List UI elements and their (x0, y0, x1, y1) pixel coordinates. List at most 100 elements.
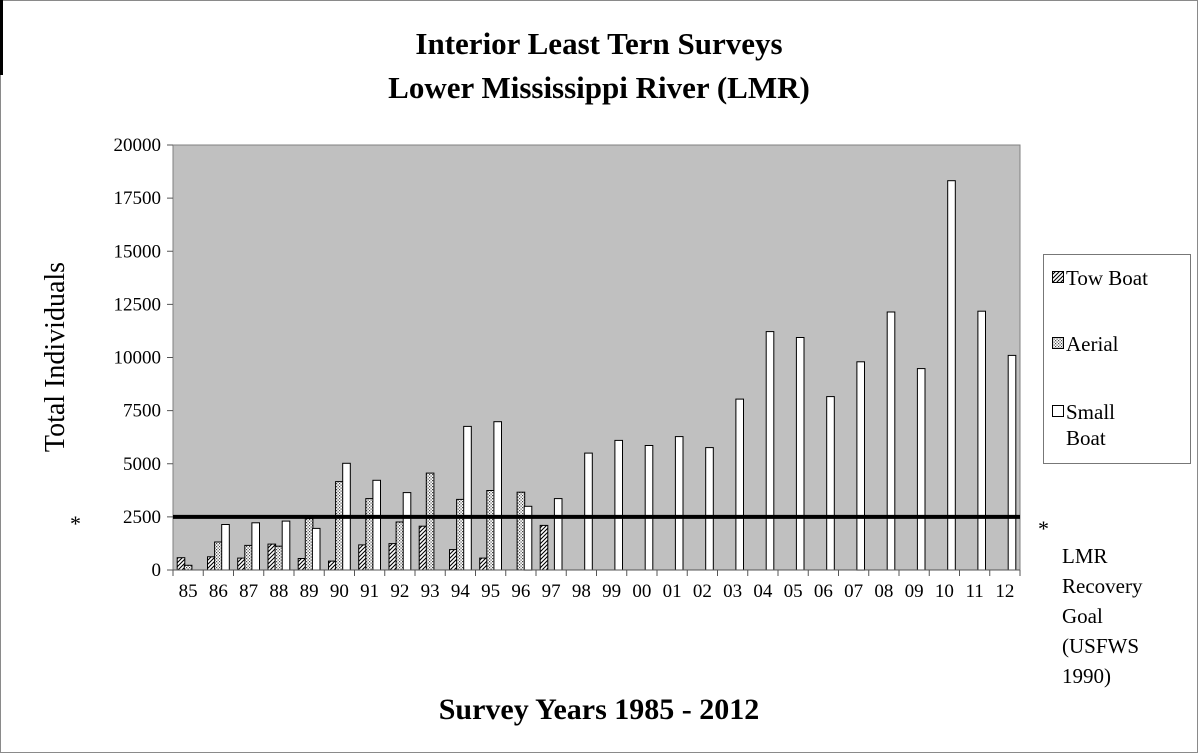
x-tick-label: 92 (390, 581, 409, 602)
x-tick-label: 03 (723, 581, 742, 602)
y-tick-label: 20000 (114, 135, 162, 156)
bar-tow-boat-91 (358, 544, 367, 571)
bar-small-boat-88 (281, 520, 291, 571)
x-tick-label: 06 (814, 581, 833, 602)
y-tick-label: 12500 (114, 294, 162, 315)
x-tick-label: 05 (784, 581, 803, 602)
legend-label-aerial: Aerial (1066, 332, 1119, 356)
bar-aerial-86 (214, 541, 223, 571)
bar-tow-boat-97 (539, 524, 549, 571)
tow-boat-swatch (1052, 271, 1064, 283)
bar-aerial-90 (335, 481, 344, 571)
goal-note-asterisk: * (1038, 516, 1049, 541)
bar-tow-boat-85 (176, 557, 186, 571)
bar-small-boat-11 (977, 310, 987, 571)
x-tick-label: 08 (874, 581, 893, 602)
bar-small-boat-10 (947, 180, 956, 571)
x-tick-label: 88 (269, 581, 288, 602)
bar-small-boat-98 (584, 452, 593, 571)
bar-small-boat-07 (856, 361, 866, 571)
x-tick-label: 91 (360, 581, 379, 602)
x-tick-label: 90 (330, 581, 349, 602)
legend-item-small-boat: Small Boat (1052, 399, 1115, 451)
x-tick-label: 96 (511, 581, 530, 602)
x-tick-label: 94 (451, 581, 471, 602)
chart-subtitle: Lower Mississippi River (LMR) (388, 70, 810, 105)
bar-small-boat-00 (644, 445, 654, 571)
x-tick-label: 02 (693, 581, 712, 602)
y-tick-label: 10000 (114, 348, 162, 369)
x-tick-label: 07 (844, 581, 863, 602)
bar-small-boat-09 (916, 368, 926, 571)
x-axis-label: Survey Years 1985 - 2012 (438, 693, 760, 726)
legend-label-small-boat: Small Boat (1066, 400, 1116, 450)
x-tick-label: 12 (995, 581, 1014, 602)
bar-aerial-85 (183, 564, 193, 571)
x-tick-label: 85 (179, 581, 198, 602)
x-tick-label: 93 (421, 581, 440, 602)
bar-small-boat-92 (402, 492, 412, 571)
bar-tow-boat-87 (237, 557, 246, 571)
bar-aerial-96 (516, 491, 526, 571)
bar-aerial-95 (486, 490, 495, 571)
y-tick-label: 5000 (123, 454, 161, 475)
y-tick-label: 7500 (123, 401, 161, 422)
bar-small-boat-06 (826, 396, 835, 571)
bar-aerial-91 (365, 498, 374, 571)
x-tick-label: 97 (542, 581, 561, 602)
x-tick-label: 98 (572, 581, 591, 602)
plot-area (172, 144, 1021, 571)
x-tick-label: 00 (632, 581, 651, 602)
bar-aerial-94 (456, 498, 465, 571)
bar-small-boat-04 (765, 331, 775, 571)
bar-aerial-87 (244, 544, 253, 571)
x-tick-label: 89 (300, 581, 319, 602)
bar-small-boat-02 (705, 447, 714, 571)
x-tick-label: 86 (209, 581, 228, 602)
bar-tow-boat-86 (207, 556, 216, 571)
bar-small-boat-99 (614, 439, 624, 571)
bar-tow-boat-95 (479, 557, 488, 571)
bar-tow-boat-88 (267, 543, 277, 571)
bar-small-boat-95 (493, 421, 502, 571)
bar-aerial-88 (274, 545, 284, 571)
chart-title: Interior Least Tern Surveys (415, 26, 783, 61)
bar-small-boat-05 (795, 337, 805, 571)
frame-edge-mark (0, 0, 3, 75)
y-tick-label: 15000 (114, 241, 162, 262)
bar-aerial-92 (395, 521, 405, 571)
x-tick-label: 95 (481, 581, 500, 602)
bar-tow-boat-92 (388, 543, 398, 571)
legend-item-aerial: Aerial (1052, 331, 1118, 357)
x-tick-label: 11 (965, 581, 983, 602)
y-tick-label: 0 (152, 560, 162, 581)
bar-small-boat-97 (553, 498, 563, 571)
bar-small-boat-89 (311, 527, 321, 571)
x-tick-label: 99 (602, 581, 621, 602)
bar-tow-boat-93 (418, 525, 428, 571)
bar-small-boat-01 (674, 436, 684, 571)
x-tick-label: 01 (663, 581, 682, 602)
bar-small-boat-08 (886, 311, 896, 571)
legend-label-tow-boat: Tow Boat (1066, 266, 1148, 290)
bar-small-boat-94 (463, 425, 472, 571)
x-tick-label: 04 (753, 581, 773, 602)
recovery-goal-note: LMR Recovery Goal (USFWS 1990) (1062, 544, 1143, 688)
bar-aerial-93 (425, 472, 435, 571)
y-tick-label: 2500 (123, 507, 161, 528)
bar-tow-boat-94 (449, 549, 458, 571)
bar-small-boat-91 (372, 479, 381, 571)
y-tick-label: 17500 (114, 188, 162, 209)
x-tick-label: 87 (239, 581, 258, 602)
x-tick-label: 09 (905, 581, 924, 602)
bar-tow-boat-90 (328, 560, 337, 571)
bar-small-boat-03 (735, 398, 745, 571)
bar-small-boat-12 (1007, 354, 1017, 571)
bar-small-boat-86 (221, 524, 230, 571)
bar-aerial-89 (304, 518, 314, 571)
legend-item-tow-boat: Tow Boat (1052, 265, 1148, 291)
x-tick-label: 10 (935, 581, 954, 602)
goal-line-asterisk: * (70, 511, 81, 536)
bar-tow-boat-89 (297, 558, 307, 571)
